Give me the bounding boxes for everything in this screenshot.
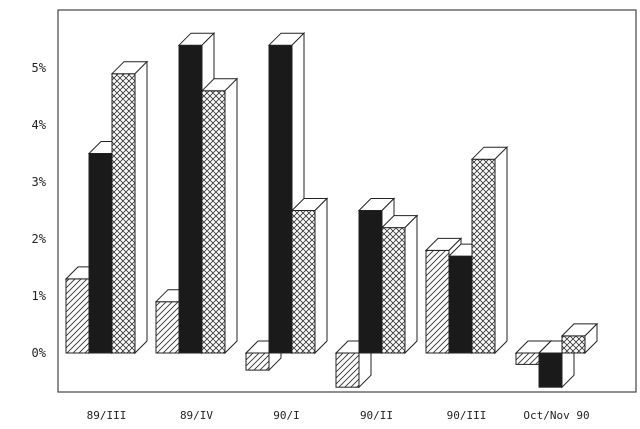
bar-front-face bbox=[201, 90, 226, 354]
bar-front-face bbox=[268, 44, 293, 354]
bar-front-face bbox=[471, 158, 496, 354]
category-label: 89/III bbox=[87, 409, 127, 422]
bar-front-face bbox=[155, 301, 180, 354]
bar-front-face bbox=[448, 255, 473, 354]
y-tick-label: 1% bbox=[32, 289, 47, 303]
bar-front-face bbox=[538, 352, 563, 388]
bar-front-face bbox=[245, 352, 270, 371]
category-label: 90/I bbox=[273, 409, 300, 422]
bar-side-face bbox=[134, 60, 148, 355]
bar-front-face bbox=[111, 73, 136, 354]
y-tick-label: 2% bbox=[32, 232, 47, 246]
bar bbox=[380, 214, 419, 355]
bar bbox=[560, 322, 599, 355]
bar-front-face bbox=[88, 153, 113, 354]
plot-frame bbox=[57, 9, 637, 393]
bar-front-face bbox=[425, 249, 450, 354]
bar bbox=[470, 145, 509, 355]
bar-front-face bbox=[381, 227, 406, 354]
bar-front-face bbox=[358, 210, 383, 354]
category-label: 90/III bbox=[447, 409, 487, 422]
bar bbox=[200, 77, 239, 355]
bar-front-face bbox=[291, 210, 316, 354]
y-tick-label: 0% bbox=[32, 346, 47, 360]
bar-side-face bbox=[404, 214, 418, 355]
bar-side-face bbox=[314, 197, 328, 355]
bar-side-face bbox=[584, 322, 598, 355]
bar bbox=[290, 197, 329, 355]
y-tick-label: 4% bbox=[32, 118, 47, 132]
bar bbox=[110, 60, 149, 355]
y-tick-label: 5% bbox=[32, 61, 47, 75]
bar-front-face bbox=[65, 278, 90, 354]
bar-side-face bbox=[224, 77, 238, 355]
bar-side-face bbox=[494, 145, 508, 355]
bar-front-face bbox=[561, 335, 586, 354]
bar-front-face bbox=[515, 352, 540, 365]
category-label: 89/IV bbox=[180, 409, 213, 422]
y-tick-label: 3% bbox=[32, 175, 47, 189]
bar-front-face bbox=[178, 44, 203, 354]
category-label: Oct/Nov 90 bbox=[523, 409, 589, 422]
category-label: 90/II bbox=[360, 409, 393, 422]
bar-front-face bbox=[335, 352, 360, 388]
